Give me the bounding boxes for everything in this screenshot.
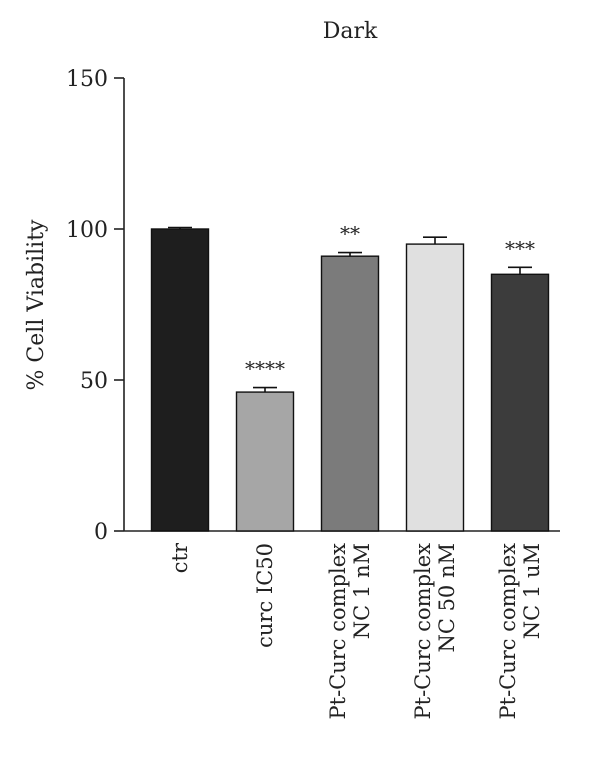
error-bar — [253, 386, 277, 393]
error-bar — [338, 251, 362, 257]
y-axis-label: % Cell Viability — [24, 219, 49, 391]
bar — [490, 273, 550, 532]
category-label: NC 1 uM — [520, 543, 544, 639]
significance-labels: ********* — [245, 222, 535, 381]
y-ticks: 0 50 100 150 — [66, 67, 124, 545]
significance-label: ** — [340, 222, 360, 246]
y-tick-label: 150 — [66, 67, 108, 92]
y-tick-label: 100 — [66, 218, 108, 243]
error-bar — [168, 226, 192, 229]
bar — [235, 391, 295, 532]
category-label: NC 1 nM — [350, 543, 374, 639]
bar — [150, 228, 210, 532]
category-label: NC 50 nM — [435, 543, 459, 653]
significance-label: *** — [505, 236, 535, 260]
category-label: Pt-Curc complex — [411, 543, 435, 720]
error-bar — [508, 266, 532, 275]
y-tick-label: 50 — [80, 369, 108, 394]
error-bar — [423, 236, 447, 245]
bar — [405, 243, 465, 532]
bars — [150, 228, 550, 532]
category-labels: ctr curc IC50 Pt-Curc complex NC 1 nM Pt-Cur… — [168, 542, 544, 719]
category-label: Pt-Curc complex — [326, 543, 350, 720]
category-label: Pt-Curc complex — [496, 543, 520, 720]
bar — [320, 255, 380, 532]
chart-title: Dark — [323, 19, 378, 44]
error-bars — [168, 226, 532, 393]
significance-label: **** — [245, 357, 285, 381]
category-label: curc IC50 — [253, 543, 277, 648]
category-label: ctr — [168, 542, 192, 573]
y-tick-label: 0 — [94, 520, 108, 545]
